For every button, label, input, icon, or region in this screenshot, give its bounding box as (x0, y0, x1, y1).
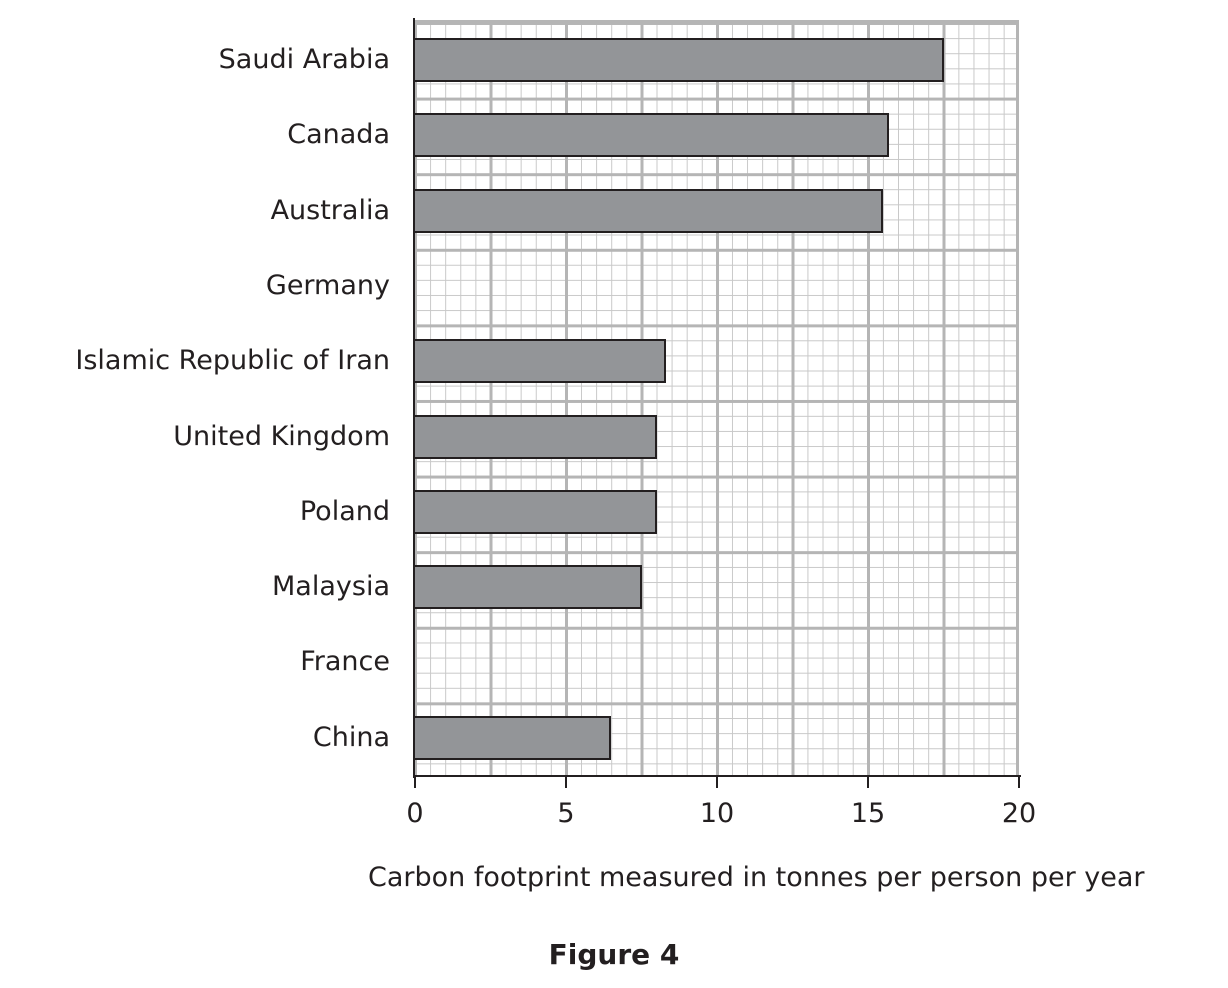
bar (415, 489, 657, 534)
category-label: Malaysia (272, 571, 390, 603)
category-label: Islamic Republic of Iran (75, 345, 390, 377)
category-label: Australia (270, 194, 390, 226)
category-label: United Kingdom (173, 420, 390, 452)
bar (415, 715, 612, 760)
bar (415, 565, 642, 610)
category-label: Canada (287, 119, 390, 151)
category-label: Germany (265, 269, 390, 301)
x-tick-label: 5 (557, 798, 575, 829)
x-tick-label: 10 (699, 798, 735, 829)
x-axis-label: Carbon footprint measured in tonnes per … (368, 862, 1145, 893)
category-label: France (300, 646, 390, 678)
x-tick (867, 776, 869, 788)
bar (415, 188, 884, 233)
category-label: Saudi Arabia (218, 44, 390, 75)
y-axis-line (413, 18, 415, 778)
bar (415, 339, 666, 384)
x-tick-label: 15 (850, 798, 886, 829)
category-label: China (312, 721, 390, 753)
x-tick (716, 776, 718, 788)
x-tick-label: 0 (406, 798, 424, 829)
figure-caption: Figure 4 (548, 938, 680, 971)
x-tick (565, 776, 567, 788)
x-tick (1018, 776, 1020, 788)
bar (415, 38, 944, 82)
category-label: Poland (299, 495, 390, 527)
bar (415, 414, 657, 459)
bar (415, 113, 890, 158)
x-tick (414, 776, 416, 788)
x-tick-label: 20 (1001, 798, 1037, 829)
